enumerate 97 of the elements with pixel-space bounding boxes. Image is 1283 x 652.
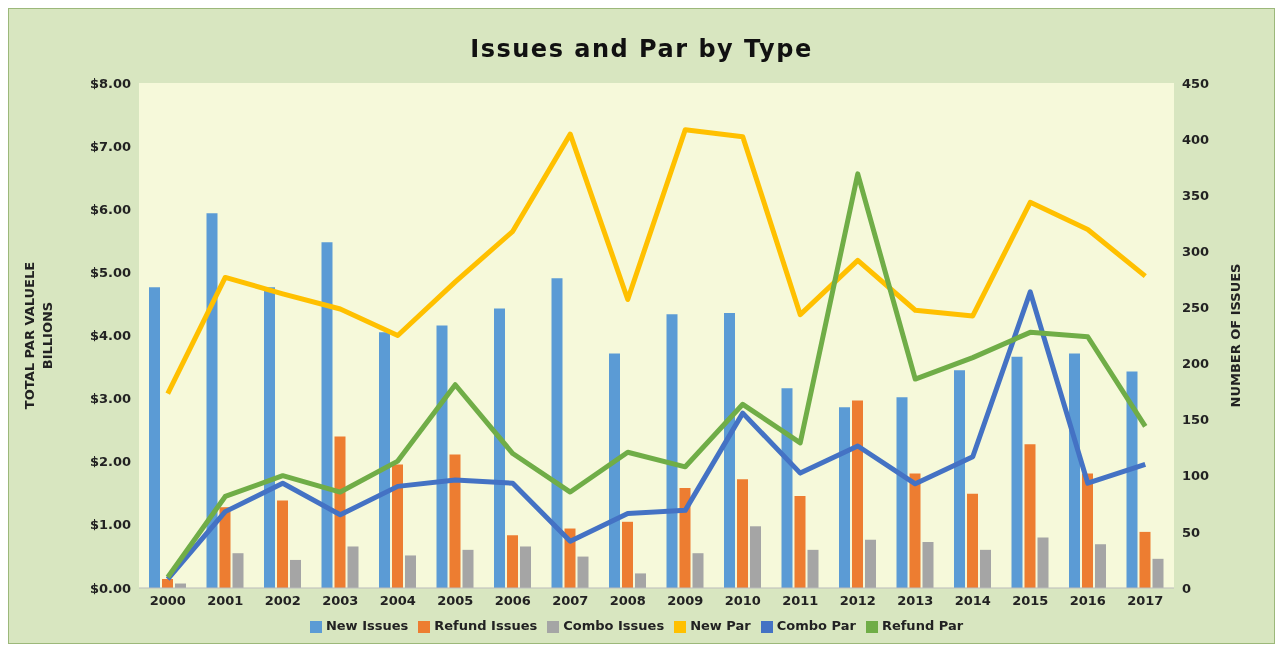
bar (1152, 558, 1164, 588)
bar (1082, 473, 1093, 588)
y-tick-label: $3.00 (89, 391, 131, 407)
x-tick-label: 2016 (1069, 593, 1106, 609)
y-tick-label: $0.00 (89, 580, 131, 596)
x-tick-label: 2008 (609, 593, 646, 609)
bar (277, 500, 288, 588)
x-tick-label: 2010 (724, 593, 761, 609)
legend-label: Refund Issues (434, 618, 538, 633)
bar (392, 464, 403, 588)
legend-label: New Issues (325, 618, 409, 633)
bar (852, 400, 863, 588)
y-tick-label: $4.00 (89, 328, 131, 344)
bar (405, 555, 416, 588)
bar (379, 332, 390, 588)
x-tick-label: 2001 (207, 593, 244, 609)
bar (609, 353, 620, 588)
bar (954, 370, 965, 588)
y-tick-label: $2.00 (89, 454, 131, 470)
bar (967, 493, 978, 588)
y2-tick-label: 100 (1182, 468, 1210, 484)
x-tick-label: 2017 (1127, 593, 1164, 609)
y-tick-label: $5.00 (89, 264, 131, 280)
bar (219, 507, 231, 588)
x-tick-label: 2002 (264, 593, 301, 609)
bar (1037, 537, 1049, 588)
y2-tick-label: 50 (1182, 524, 1201, 540)
bar (896, 397, 908, 588)
bar (334, 436, 346, 588)
bar (724, 313, 735, 588)
x-tick-label: 2007 (552, 593, 589, 609)
y2-tick-label: 400 (1182, 131, 1210, 147)
x-tick-label: 2014 (954, 593, 991, 609)
bar (622, 521, 633, 588)
y-tick-label: $6.00 (89, 201, 131, 217)
legend-label: Refund Par (881, 618, 964, 633)
legend-label: Combo Par (776, 618, 856, 633)
bar (909, 473, 921, 588)
y-tick-label: $7.00 (89, 138, 131, 154)
bar (494, 308, 505, 588)
x-tick-label: 2004 (379, 593, 416, 609)
bar (922, 541, 934, 588)
bar (737, 479, 748, 588)
x-tick-label: 2012 (839, 593, 876, 609)
bar (577, 556, 589, 588)
bar (679, 488, 691, 588)
x-tick-label: 2015 (1012, 593, 1049, 609)
bar (666, 314, 678, 588)
bar (507, 535, 518, 588)
bar (1069, 353, 1080, 588)
y2-tick-label: 250 (1182, 300, 1210, 316)
legend-label: Combo Issues (563, 618, 665, 633)
y2-tick-label: 450 (1182, 75, 1210, 91)
y2-axis-title: NUMBER OF ISSUES (1228, 263, 1243, 408)
y2-tick-label: 300 (1182, 243, 1210, 259)
bar (781, 388, 793, 588)
bar (290, 559, 301, 588)
bar (1126, 371, 1138, 588)
bar (794, 495, 806, 588)
bar (347, 546, 359, 588)
bar (1139, 531, 1151, 588)
bar (635, 573, 646, 588)
bar (839, 407, 850, 588)
bar (462, 549, 474, 588)
y-axis-title: TOTAL PAR VALUELE BILLIONS (22, 261, 55, 410)
bar (1011, 356, 1023, 588)
bar (449, 454, 461, 588)
chart-title: Issues and Par by Type (469, 34, 814, 65)
bar (1095, 544, 1106, 588)
bar (692, 553, 704, 588)
x-tick-label: 2006 (494, 593, 531, 609)
y-tick-label: $8.00 (89, 75, 131, 91)
bar (520, 546, 531, 588)
bar (865, 539, 876, 588)
legend-label: New Par (690, 618, 751, 633)
bar (551, 278, 563, 588)
x-tick-label: 2009 (667, 593, 704, 609)
bar (750, 526, 761, 588)
y2-tick-label: 0 (1182, 580, 1192, 596)
x-tick-label: 2013 (897, 593, 934, 609)
x-tick-label: 2000 (149, 593, 186, 609)
bar (232, 553, 244, 588)
y-tick-label: $1.00 (89, 517, 131, 533)
bar (206, 213, 218, 588)
y2-tick-label: 150 (1182, 412, 1210, 428)
y2-tick-label: 200 (1182, 356, 1210, 372)
bar (436, 325, 448, 588)
x-tick-label: 2011 (782, 593, 819, 609)
x-tick-label: 2005 (437, 593, 474, 609)
x-tick-label: 2003 (322, 593, 359, 609)
bar (980, 549, 991, 588)
bar (807, 549, 819, 588)
bar (149, 287, 160, 588)
bar (264, 287, 275, 588)
y2-tick-label: 350 (1182, 187, 1210, 203)
bar (321, 242, 333, 588)
bar (1024, 444, 1036, 588)
